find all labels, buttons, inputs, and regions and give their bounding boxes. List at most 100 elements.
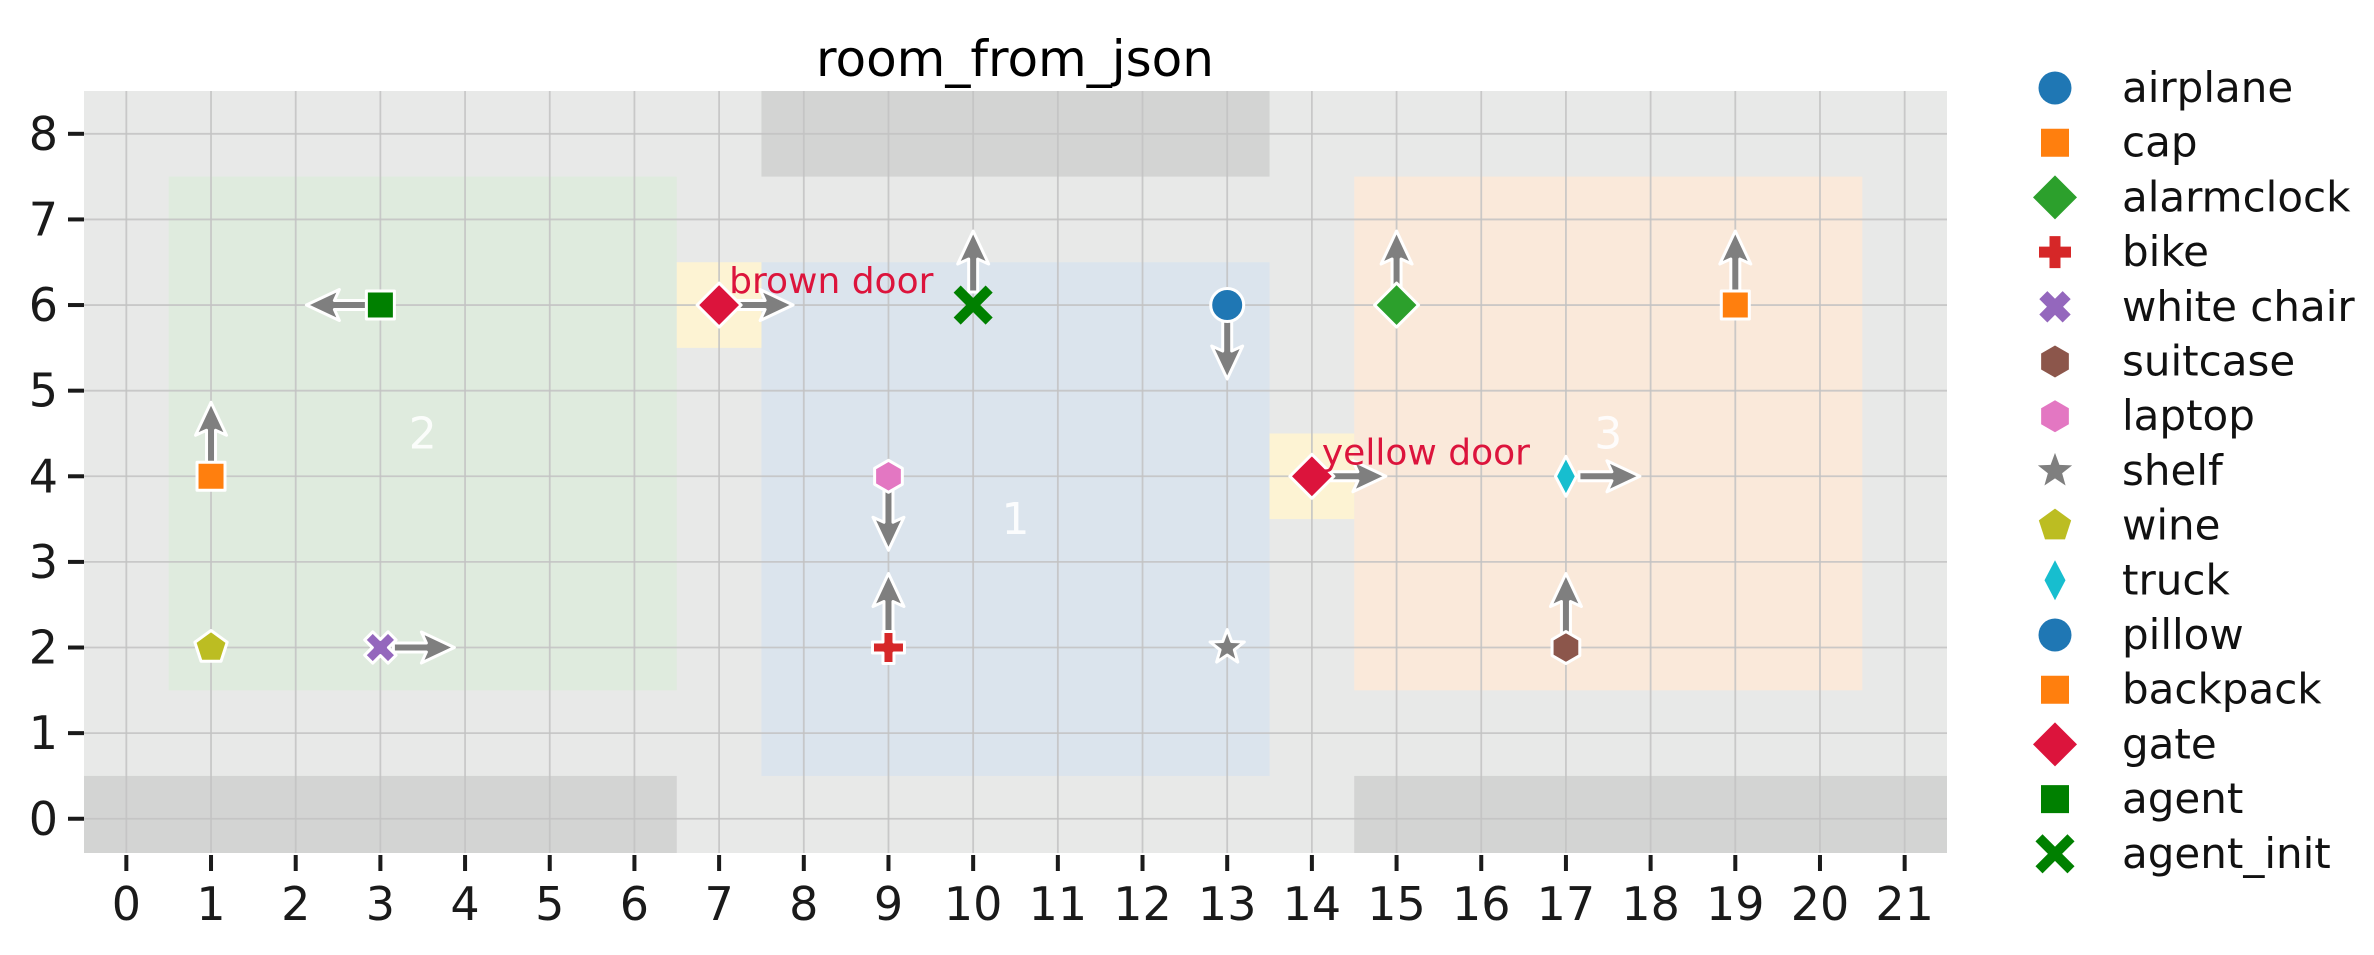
y-tick-label-2: 2 xyxy=(29,621,58,675)
legend-item-bike: bike xyxy=(2039,227,2209,276)
x-tick-label-19: 19 xyxy=(1706,877,1765,931)
y-tick-label-3: 3 xyxy=(29,535,58,589)
arrow-right-white-chair xyxy=(391,630,456,665)
arrow-up-suitcase xyxy=(1548,572,1583,637)
axes-layer: 0 1 2 3 4 5 6 7 8 9 10 11 12 13 14 15 16 17 18 19 20 21012345… xyxy=(29,107,1934,931)
legend-label-bike: bike xyxy=(2122,227,2209,276)
legend-item-shelf: shelf xyxy=(2037,446,2224,495)
legend-label-gate: gate xyxy=(2122,719,2217,768)
x-tick-label-7: 7 xyxy=(704,877,733,931)
y-tick-label-7: 7 xyxy=(29,192,58,246)
x-tick-label-1: 1 xyxy=(196,877,225,931)
marker-laptop xyxy=(873,458,904,494)
legend-item-truck: truck xyxy=(2044,555,2230,604)
room-2-label: 2 xyxy=(409,408,437,459)
legend-label-agent: agent xyxy=(2122,774,2243,823)
marker-white-chair xyxy=(363,630,398,665)
legend-label-agent-init: agent_init xyxy=(2122,829,2331,878)
legend-marker-agent-init xyxy=(2035,834,2075,874)
arrow-up-cap xyxy=(194,400,229,465)
arrow-up-backpack xyxy=(1718,229,1753,294)
arrow-down-airplane xyxy=(1210,316,1245,381)
arrow-right-truck xyxy=(1577,459,1642,494)
legend-item-gate: gate xyxy=(2033,719,2217,768)
x-tick-label-12: 12 xyxy=(1113,877,1172,931)
y-tick-label-8: 8 xyxy=(29,107,58,161)
marker-agent xyxy=(364,289,396,321)
legend-marker-wine xyxy=(2038,508,2072,540)
legend-marker-suitcase xyxy=(2041,345,2069,378)
legend-label-alarmclock: alarmclock xyxy=(2122,172,2351,221)
legend-item-alarmclock: alarmclock xyxy=(2033,172,2351,221)
room-1-label: 1 xyxy=(1002,494,1030,545)
legend-label-laptop: laptop xyxy=(2122,391,2255,440)
y-tick-label-0: 0 xyxy=(29,792,58,846)
legend-item-wine: wine xyxy=(2038,501,2220,550)
x-tick-label-13: 13 xyxy=(1198,877,1257,931)
legend-marker-bike xyxy=(2039,236,2071,269)
marker-shelf xyxy=(1208,628,1246,664)
room-3-label: 3 xyxy=(1594,408,1622,459)
x-tick-label-2: 2 xyxy=(281,877,310,931)
legend: airplane cap alarmclock bike white chair suit… xyxy=(2033,63,2355,878)
legend-item-laptop: laptop xyxy=(2041,391,2255,440)
x-tick-label-10: 10 xyxy=(944,877,1003,931)
arrow-down-laptop xyxy=(871,487,906,552)
marker-airplane xyxy=(1209,287,1246,324)
marker-alarmclock xyxy=(1373,281,1421,329)
x-tick-label-6: 6 xyxy=(620,877,649,931)
marker-wine xyxy=(193,629,229,663)
legend-marker-pillow xyxy=(2038,618,2072,652)
legend-label-pillow: pillow xyxy=(2122,610,2244,659)
legend-label-truck: truck xyxy=(2122,555,2230,604)
legend-label-suitcase: suitcase xyxy=(2122,337,2295,386)
legend-item-pillow: pillow xyxy=(2038,610,2244,659)
markers-layer xyxy=(193,281,1751,666)
marker-suitcase xyxy=(1550,630,1582,666)
legend-marker-shelf xyxy=(2037,452,2073,486)
legend-item-agent: agent xyxy=(2041,774,2243,823)
y-tick-label-6: 6 xyxy=(29,278,58,332)
x-tick-label-3: 3 xyxy=(366,877,395,931)
marker-agent-init xyxy=(953,285,993,325)
legend-marker-laptop xyxy=(2041,400,2069,433)
plot-title: room_from_json xyxy=(816,30,1214,88)
x-tick-label-9: 9 xyxy=(874,877,903,931)
y-tick-label-1: 1 xyxy=(29,706,58,760)
legend-marker-cap xyxy=(2041,128,2069,157)
room-1-rect xyxy=(761,262,1270,776)
marker-bike xyxy=(870,630,906,666)
legend-item-cap: cap xyxy=(2041,118,2198,167)
x-tick-label-14: 14 xyxy=(1283,877,1342,931)
room-2-rect xyxy=(168,176,677,691)
door-label-brown-door: brown door xyxy=(729,261,933,302)
x-tick-label-0: 0 xyxy=(112,877,141,931)
marker-cap xyxy=(195,460,227,492)
gridlines-layer xyxy=(84,91,1947,853)
legend-marker-airplane xyxy=(2038,71,2072,105)
legend-marker-gate xyxy=(2033,722,2077,767)
legend-item-white-chair: white chair xyxy=(2039,282,2355,331)
legend-marker-white-chair xyxy=(2039,291,2071,323)
x-tick-label-8: 8 xyxy=(789,877,818,931)
legend-label-backpack: backpack xyxy=(2122,665,2322,714)
legend-label-cap: cap xyxy=(2122,118,2198,167)
x-tick-label-5: 5 xyxy=(535,877,564,931)
arrows-layer xyxy=(194,229,1753,665)
legend-marker-agent xyxy=(2041,785,2069,814)
room-3-rect xyxy=(1354,176,1863,691)
x-tick-label-17: 17 xyxy=(1537,877,1596,931)
legend-label-white-chair: white chair xyxy=(2122,282,2355,331)
rooms-layer xyxy=(168,176,1863,776)
room-labels-layer: 2 1 3 xyxy=(409,408,1623,545)
x-tick-label-21: 21 xyxy=(1875,877,1934,931)
arrow-up-bike xyxy=(871,572,906,637)
arrow-up-agent-init xyxy=(956,229,991,294)
x-tick-label-15: 15 xyxy=(1367,877,1426,931)
x-tick-label-18: 18 xyxy=(1621,877,1680,931)
legend-item-airplane: airplane xyxy=(2038,63,2293,112)
y-tick-label-5: 5 xyxy=(29,364,58,418)
legend-item-backpack: backpack xyxy=(2041,665,2322,714)
x-tick-label-20: 20 xyxy=(1791,877,1850,931)
